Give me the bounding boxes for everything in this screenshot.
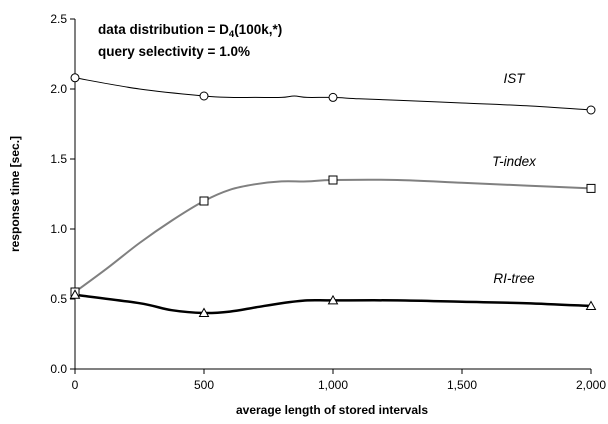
y-tick-label: 0.5 [50, 292, 67, 306]
x-tick-label: 0 [72, 378, 79, 392]
y-tick-label: 2.5 [50, 12, 67, 26]
y-tick-label: 1.0 [50, 222, 67, 236]
y-tick-label: 0.0 [50, 362, 67, 376]
data-point-ri-tree [69, 289, 81, 299]
data-point-ri-tree [327, 294, 339, 305]
axes: 0.0 0.5 1.0 1.5 2.0 2.5 0 500 1,000 1,500 2,000 [50, 12, 606, 392]
series-label-ist: IST [503, 71, 526, 86]
x-tick-label: 1,500 [447, 378, 477, 392]
annotation-selectivity: query selectivity = 1.0% [98, 44, 250, 59]
data-point-ist [199, 91, 209, 101]
data-point-ri-tree [585, 300, 597, 310]
y-axis-title: response time [sec.] [8, 136, 22, 252]
series-line-ri-tree [74, 293, 592, 315]
markers-layer [69, 73, 597, 317]
series-label-t-index: T-index [492, 154, 537, 169]
data-point-ist [586, 105, 596, 115]
data-point-ri-tree [198, 307, 210, 317]
data-point-ist [70, 73, 80, 83]
data-point-ist [328, 92, 338, 102]
x-tick-label: 500 [194, 378, 214, 392]
y-tick-label: 1.5 [50, 152, 67, 166]
annotation-distribution: data distribution = D4(100k,*) [98, 22, 282, 40]
series-line-t-index [74, 178, 592, 293]
x-tick-label: 2,000 [576, 378, 606, 392]
data-point-t-index [199, 196, 209, 206]
data-point-t-index [328, 175, 338, 185]
x-axis-title: average length of stored intervals [236, 403, 428, 417]
series-label-ri-tree: RI-tree [493, 271, 534, 286]
x-tick-label: 1,000 [318, 378, 348, 392]
y-tick-label: 2.0 [50, 82, 67, 96]
data-point-t-index [586, 183, 596, 193]
labels-layer: IST T-index RI-tree [492, 71, 537, 286]
